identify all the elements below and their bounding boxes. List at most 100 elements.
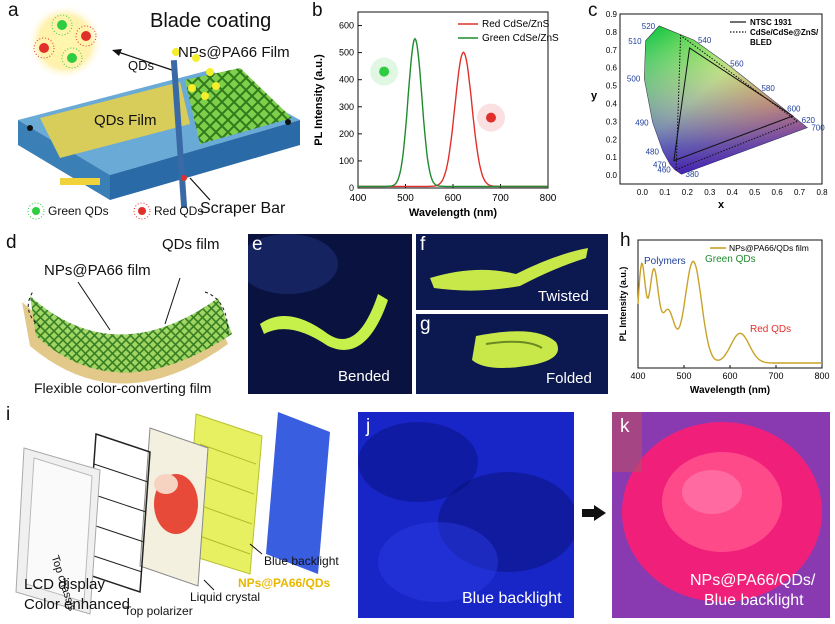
x-tick-label: 0.1 bbox=[659, 188, 671, 197]
flexible-film-caption: Flexible color-converting film bbox=[34, 380, 212, 396]
red-qd-icon bbox=[486, 112, 496, 123]
panel-label: d bbox=[6, 232, 17, 253]
x-tick-label: 400 bbox=[630, 371, 645, 381]
chart-h: 400 500 600 700 800 Wavelength (nm) PL Intensi… bbox=[618, 239, 830, 396]
panel-f: f Twisted bbox=[416, 234, 608, 310]
plot-frame bbox=[619, 13, 823, 185]
lcd-stack-illustration bbox=[15, 412, 330, 615]
panel-g: g Folded bbox=[416, 314, 608, 394]
x-tick-label: 0.7 bbox=[794, 188, 806, 197]
legend-label: CdSe/CdSe@ZnS/ bbox=[750, 28, 819, 37]
series-line bbox=[637, 260, 822, 364]
blue-backlight-caption: Blue backlight bbox=[462, 590, 562, 607]
x-tick-label: 500 bbox=[676, 371, 691, 381]
annotation-label: Red QDs bbox=[750, 324, 791, 335]
liquid-crystal-label: Liquid crystal bbox=[190, 590, 261, 604]
y-tick-label: 0.7 bbox=[606, 46, 618, 55]
red-qd-icon bbox=[75, 25, 97, 47]
y-tick-label: 0 bbox=[349, 183, 354, 193]
nps-film-label: NPs@PA66 film bbox=[44, 262, 151, 279]
wavelength-label: 700 bbox=[811, 124, 825, 133]
cie-gamut-shade bbox=[644, 25, 808, 175]
ntsc-triangle bbox=[673, 47, 794, 162]
arrow-right-icon bbox=[582, 505, 606, 521]
x-axis-label: x bbox=[718, 199, 725, 211]
panel-i: i Top chassis LCD display Color enhanced… bbox=[0, 404, 355, 624]
x-tick-label: 0.8 bbox=[816, 188, 828, 197]
legend-green-qds: Green QDs bbox=[48, 204, 109, 218]
series-line-green bbox=[358, 37, 548, 188]
blue-backlight-layer bbox=[266, 412, 330, 574]
device-triangle bbox=[675, 34, 799, 171]
annotation-label: Polymers bbox=[644, 256, 686, 267]
x-tick-label: 800 bbox=[540, 193, 557, 204]
x-tick-label: 0.6 bbox=[772, 188, 784, 197]
panel-label: h bbox=[620, 232, 631, 251]
legend-red-qds: Red QDs bbox=[154, 204, 204, 218]
y-tick-label: 0.0 bbox=[606, 171, 618, 180]
wavelength-label: 620 bbox=[802, 116, 816, 125]
annotation-label: Green QDs bbox=[705, 254, 756, 265]
y-tick-label: 0.6 bbox=[606, 64, 618, 73]
qds-arrow bbox=[117, 51, 173, 71]
y-tick-label: 0.3 bbox=[606, 117, 618, 126]
wavelength-label: 380 bbox=[686, 170, 700, 179]
x-axis-label: Wavelength (nm) bbox=[690, 385, 770, 396]
green-qd-icon bbox=[27, 202, 45, 220]
x-tick-label: 0.3 bbox=[704, 188, 716, 197]
y-axis-label: PL Intensity (a.u.) bbox=[618, 267, 628, 342]
bended-film-photo bbox=[248, 234, 412, 394]
y-axis-label: y bbox=[591, 90, 598, 102]
nps-film-label: NPs@PA66 Film bbox=[178, 44, 290, 61]
panel-e: e Bended bbox=[248, 234, 412, 394]
lcd-display-label: LCD display bbox=[24, 576, 105, 593]
panel-j: j Blue backlight bbox=[358, 412, 574, 618]
qds-film-label: QDs film bbox=[162, 236, 220, 253]
green-qd-icon bbox=[379, 66, 390, 77]
panel-k: k NPs@PA66/QDs/ Blue backlight bbox=[612, 412, 830, 618]
twisted-film-photo bbox=[416, 234, 608, 310]
nps-qds-label: NPs@PA66/QDs bbox=[238, 576, 331, 590]
x-axis-label: Wavelength (nm) bbox=[409, 207, 498, 219]
x-tick-label: 600 bbox=[445, 193, 462, 204]
x-tick-label: 600 bbox=[722, 371, 737, 381]
color-enhanced-label: Color enhanced bbox=[24, 596, 130, 613]
x-tick-label: 700 bbox=[492, 193, 509, 204]
wavelength-label: 560 bbox=[730, 59, 744, 68]
x-tick-label: 700 bbox=[768, 371, 783, 381]
folded-film-photo bbox=[416, 314, 608, 394]
twisted-caption: Twisted bbox=[538, 288, 589, 305]
legend-label: NPs@PA66/QDs film bbox=[729, 243, 809, 253]
x-tick-label: 0.5 bbox=[749, 188, 761, 197]
y-tick-label: 0.9 bbox=[606, 10, 618, 19]
scraper-bar-label: Scraper Bar bbox=[200, 200, 286, 217]
y-tick-label: 0.4 bbox=[606, 99, 618, 108]
x-tick-label: 400 bbox=[350, 193, 367, 204]
blue-backlight-label: Blue backlight bbox=[264, 554, 339, 568]
panel-label: f bbox=[420, 234, 426, 255]
top-polarizer-label: Top polarizer bbox=[124, 604, 193, 618]
panel-label: g bbox=[420, 314, 431, 335]
y-tick-label: 600 bbox=[339, 21, 354, 31]
y-tick-label: 0.8 bbox=[606, 28, 618, 37]
nps-mesh bbox=[185, 68, 292, 144]
red-qd-icon bbox=[33, 37, 55, 59]
wavelength-label: 480 bbox=[646, 147, 660, 156]
legend-label: BLED bbox=[750, 38, 772, 47]
green-qd-icon bbox=[61, 47, 83, 69]
legend-label: NTSC 1931 bbox=[750, 18, 792, 27]
x-tick-label: 0.2 bbox=[682, 188, 694, 197]
wavelength-label: 500 bbox=[627, 75, 641, 84]
flexible-film-illustration bbox=[22, 277, 232, 384]
green-qd-icon bbox=[51, 14, 73, 36]
panel-label: e bbox=[252, 234, 263, 255]
panel-a: a Blade coating QDs NPs@PA66 Film QDs Fi… bbox=[0, 0, 310, 230]
panel-label: c bbox=[588, 0, 598, 21]
x-tick-label: 500 bbox=[397, 193, 414, 204]
chart-b: 400 500 600 700 800 0 100 200 300 400 500 600 Wavele… bbox=[313, 11, 559, 219]
panel-c: 380 460 470 480 490 500 510 520 540 560 580 600 620 7… bbox=[580, 0, 835, 230]
panel-label: i bbox=[6, 404, 11, 425]
wavelength-label: 490 bbox=[635, 118, 649, 127]
bended-caption: Bended bbox=[338, 368, 390, 385]
